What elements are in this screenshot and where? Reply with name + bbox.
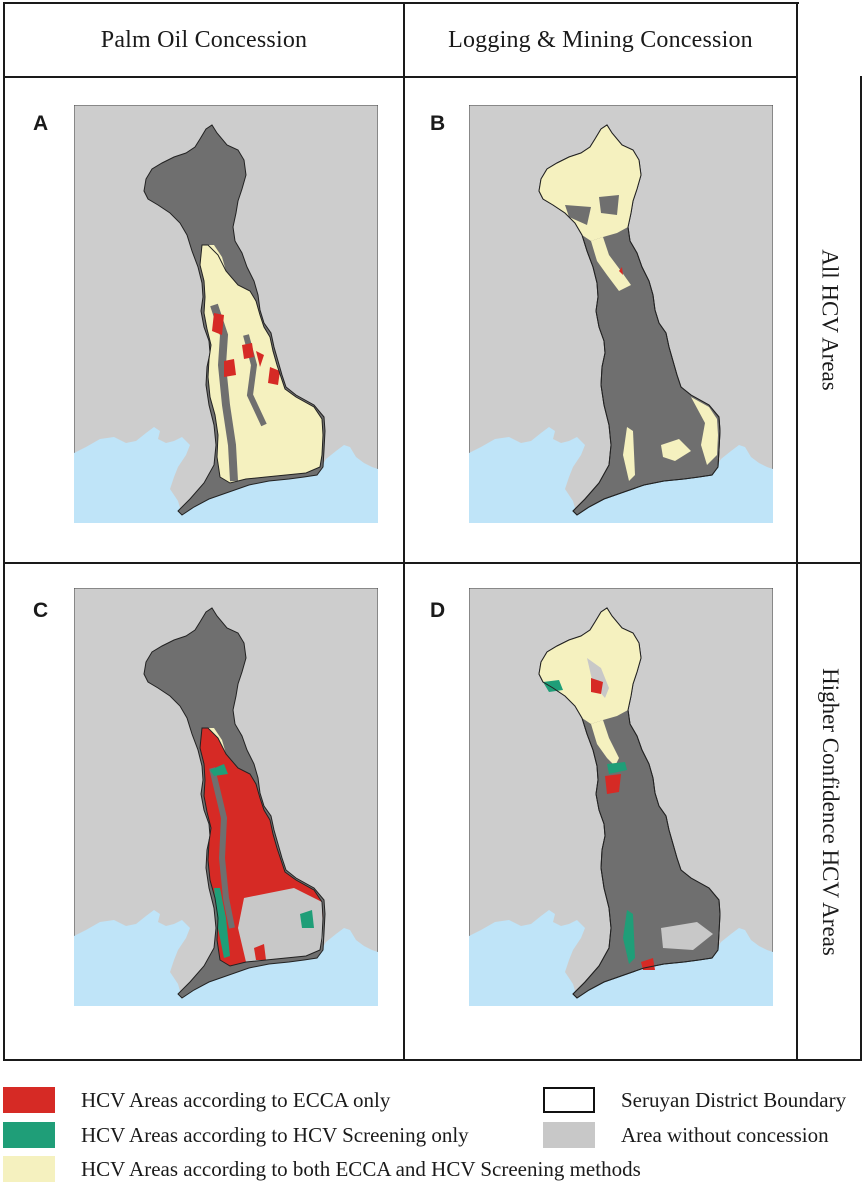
region-both — [661, 439, 691, 461]
legend-both: HCV Areas according to both ECCA and HCV… — [3, 1156, 641, 1182]
district-area — [565, 205, 591, 225]
legend-label-ecca-only: HCV Areas according to ECCA only — [81, 1087, 391, 1112]
region-ecca-only — [254, 944, 266, 960]
district-area — [599, 195, 619, 215]
region-both — [591, 720, 619, 766]
map-sea — [74, 910, 378, 1006]
column-header-logging-mining: Logging & Mining Concession — [448, 26, 753, 53]
region-ecca-only — [619, 267, 623, 275]
row-label-all-hcv: All HCV Areas — [798, 78, 861, 562]
legend-swatch-boundary — [543, 1087, 595, 1113]
map-sea — [74, 427, 378, 523]
panel-letter-d: D — [430, 599, 446, 622]
map-panel-d — [469, 588, 773, 1006]
grid-lines — [3, 2, 862, 1061]
panel-letter-c: C — [33, 599, 49, 622]
legend-swatch-no-concession — [543, 1122, 595, 1148]
column-header-palm-oil: Palm Oil Concession — [100, 26, 308, 53]
river-channel — [209, 767, 235, 929]
legend-label-no-concession: Area without concession — [621, 1122, 829, 1147]
region-both — [623, 427, 635, 481]
map-sea — [469, 427, 773, 523]
region-ecca-only — [268, 367, 280, 385]
region-ecca-only — [242, 343, 254, 359]
row-label-higher-confidence-text: Higher Confidence HCV Areas — [817, 668, 843, 956]
region-ecca-only — [224, 359, 236, 377]
district-boundary — [538, 124, 721, 516]
legend-swatch-ecca-only — [3, 1087, 55, 1113]
region-ecca-only — [605, 774, 621, 794]
region-ecca-only — [256, 351, 264, 367]
legend-label-screening-only: HCV Areas according to HCV Screening onl… — [81, 1122, 469, 1147]
region-ecca-only — [212, 313, 224, 335]
panel-letter-b: B — [430, 112, 446, 135]
legend-label-both: HCV Areas according to both ECCA and HCV… — [81, 1156, 641, 1181]
map-sea — [469, 910, 773, 1006]
row-label-all-hcv-text: All HCV Areas — [817, 249, 843, 391]
district-boundary — [199, 244, 324, 484]
panel-letter-a: A — [33, 112, 49, 135]
map-panel-b — [469, 105, 773, 523]
district-boundary — [538, 607, 721, 999]
legend-label-boundary: Seruyan District Boundary — [621, 1087, 847, 1112]
legend-boundary: Seruyan District Boundary — [543, 1087, 846, 1113]
legend-no-concession: Area without concession — [543, 1122, 829, 1148]
map-grid: Palm Oil Concession Logging & Mining Con… — [3, 2, 862, 1061]
region-screening-only — [210, 764, 228, 776]
legend-screening-only: HCV Areas according to HCV Screening onl… — [3, 1122, 469, 1148]
region-no-concession — [661, 922, 713, 950]
region-no-concession — [238, 888, 323, 962]
region-screening-only — [543, 680, 563, 692]
legend-ecca-only: HCV Areas according to ECCA only — [3, 1087, 390, 1113]
region-screening-only — [607, 762, 627, 774]
region-both — [591, 237, 631, 291]
region-no-concession — [587, 658, 609, 698]
region-screening-only — [214, 888, 230, 958]
region-both — [691, 397, 718, 465]
map-panel-c — [74, 588, 378, 1006]
district-boundary — [199, 727, 324, 967]
row-label-higher-confidence: Higher Confidence HCV Areas — [798, 564, 861, 1060]
legend-swatch-screening-only — [3, 1122, 55, 1148]
region-screening-only — [623, 910, 635, 964]
legend-swatch-both — [3, 1156, 55, 1182]
region-ecca-only — [591, 678, 603, 694]
map-panel-a — [74, 105, 378, 523]
region-screening-only — [300, 910, 314, 928]
